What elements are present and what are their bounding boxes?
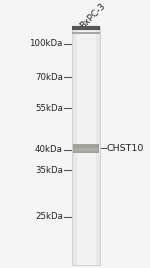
Text: 55kDa: 55kDa (35, 104, 63, 113)
Text: 100kDa: 100kDa (29, 39, 63, 48)
Text: CHST10: CHST10 (107, 144, 144, 153)
Text: 35kDa: 35kDa (35, 166, 63, 175)
Text: BxPC-3: BxPC-3 (78, 2, 107, 31)
Bar (77, 27, 96, 265)
Text: 40kDa: 40kDa (35, 145, 63, 154)
Bar (72, 27, 100, 265)
Bar (74, 148, 98, 151)
Text: 70kDa: 70kDa (35, 73, 63, 82)
Text: 25kDa: 25kDa (35, 213, 63, 221)
Bar (73, 144, 99, 153)
